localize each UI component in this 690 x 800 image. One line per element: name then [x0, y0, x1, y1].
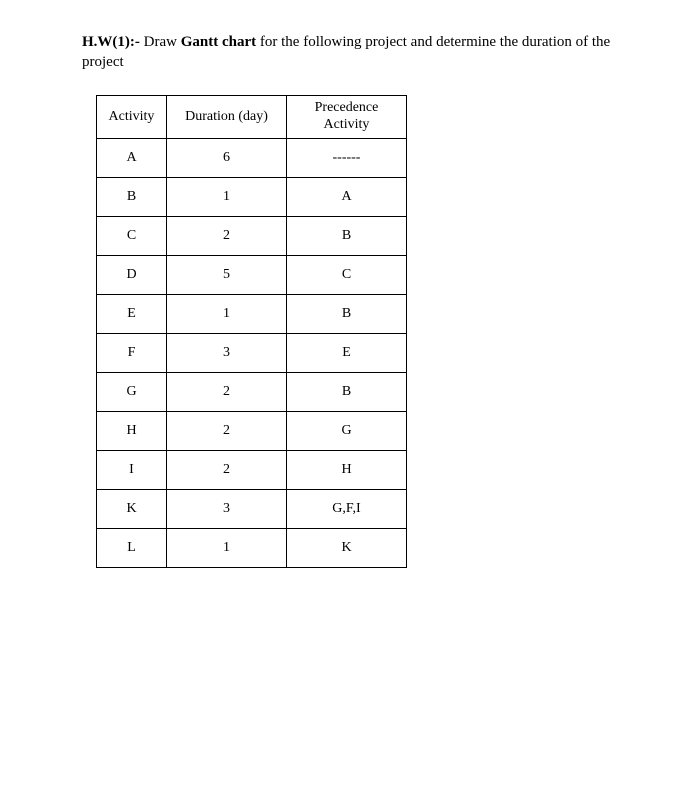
cell-precedence: B	[287, 294, 407, 333]
cell-activity: D	[97, 255, 167, 294]
cell-precedence: B	[287, 372, 407, 411]
cell-precedence: C	[287, 255, 407, 294]
cell-precedence: ------	[287, 138, 407, 177]
question-before-gantt: Draw	[140, 34, 181, 50]
col-header-precedence-l1: Precedence	[315, 100, 379, 115]
cell-precedence: A	[287, 177, 407, 216]
col-header-precedence-l2: Activity	[324, 117, 370, 132]
cell-precedence: K	[287, 528, 407, 567]
cell-activity: B	[97, 177, 167, 216]
activity-table: Activity Duration (day) Precedence Activ…	[96, 95, 407, 568]
cell-activity: K	[97, 489, 167, 528]
cell-duration: 3	[167, 333, 287, 372]
cell-duration: 2	[167, 372, 287, 411]
table-row: I 2 H	[97, 450, 407, 489]
table-row: L 1 K	[97, 528, 407, 567]
table-row: A 6 ------	[97, 138, 407, 177]
table-row: K 3 G,F,I	[97, 489, 407, 528]
cell-precedence: G	[287, 411, 407, 450]
col-header-duration: Duration (day)	[167, 95, 287, 138]
cell-duration: 2	[167, 411, 287, 450]
cell-duration: 2	[167, 216, 287, 255]
gantt-phrase: Gantt chart	[181, 34, 256, 50]
table-row: D 5 C	[97, 255, 407, 294]
table-row: E 1 B	[97, 294, 407, 333]
cell-precedence: H	[287, 450, 407, 489]
cell-activity: C	[97, 216, 167, 255]
table-header-row: Activity Duration (day) Precedence Activ…	[97, 95, 407, 138]
cell-activity: I	[97, 450, 167, 489]
cell-activity: G	[97, 372, 167, 411]
question-text: H.W(1):- Draw Gantt chart for the follow…	[82, 32, 620, 73]
cell-precedence: E	[287, 333, 407, 372]
cell-precedence: B	[287, 216, 407, 255]
cell-activity: L	[97, 528, 167, 567]
question-label: H.W(1):-	[82, 34, 140, 50]
cell-precedence: G,F,I	[287, 489, 407, 528]
cell-duration: 1	[167, 177, 287, 216]
col-header-activity: Activity	[97, 95, 167, 138]
table-row: C 2 B	[97, 216, 407, 255]
col-header-precedence: Precedence Activity	[287, 95, 407, 138]
table-row: H 2 G	[97, 411, 407, 450]
cell-activity: F	[97, 333, 167, 372]
cell-duration: 2	[167, 450, 287, 489]
cell-duration: 6	[167, 138, 287, 177]
cell-duration: 1	[167, 528, 287, 567]
cell-duration: 5	[167, 255, 287, 294]
cell-activity: A	[97, 138, 167, 177]
cell-duration: 1	[167, 294, 287, 333]
page: H.W(1):- Draw Gantt chart for the follow…	[0, 0, 690, 568]
cell-activity: E	[97, 294, 167, 333]
cell-duration: 3	[167, 489, 287, 528]
table-row: G 2 B	[97, 372, 407, 411]
cell-activity: H	[97, 411, 167, 450]
table-row: F 3 E	[97, 333, 407, 372]
table-row: B 1 A	[97, 177, 407, 216]
